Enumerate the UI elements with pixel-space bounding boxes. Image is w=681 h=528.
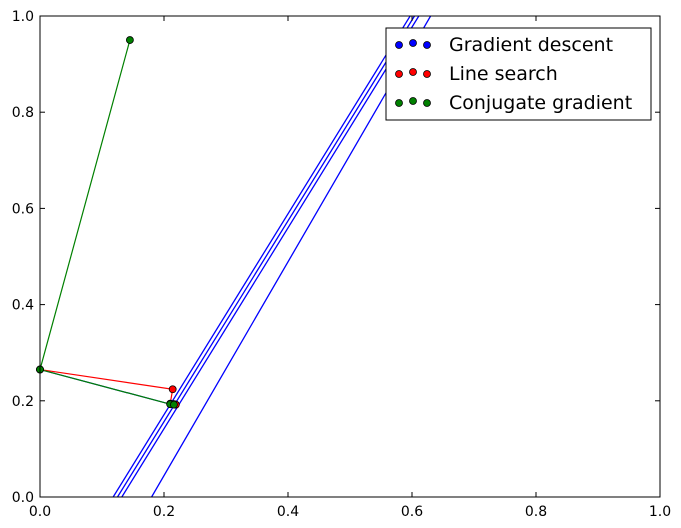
contour-lines — [112, 16, 432, 497]
y-tick-label: 0.0 — [12, 490, 34, 506]
plot-frame — [39, 15, 661, 498]
contour-line — [112, 16, 411, 497]
y-tick-label: 0.4 — [12, 298, 34, 314]
contour-line — [121, 16, 420, 497]
legend-marker — [423, 99, 431, 107]
data-point — [168, 385, 177, 394]
legend-marker — [409, 97, 417, 105]
y-tick-label: 1.0 — [12, 9, 34, 25]
legend-marker — [423, 70, 431, 78]
axis-ticks: 0.0 0.2 0.4 0.6 0.8 1.0 0.0 0.2 0.4 0.6 0.8 1.0 — [12, 9, 671, 520]
legend-label: Gradient descent — [449, 34, 613, 56]
x-tick-label: 0.2 — [153, 504, 175, 520]
legend-marker — [409, 68, 417, 76]
x-tick-label: 0.6 — [401, 504, 423, 520]
x-tick-label: 0.8 — [525, 504, 547, 520]
legend-label: Line search — [449, 63, 558, 85]
contour-line — [151, 16, 432, 497]
legend-marker — [395, 70, 403, 78]
legend-marker — [395, 41, 403, 49]
legend: Gradient descent Line search Conjugate gra… — [385, 27, 652, 121]
data-point — [125, 36, 134, 44]
x-tick-label: 0.4 — [277, 504, 299, 520]
contour-line — [116, 16, 416, 497]
legend-label: Conjugate gradient — [449, 92, 632, 114]
data-point — [170, 400, 178, 409]
y-tick-label: 0.6 — [12, 201, 34, 217]
y-tick-label: 0.8 — [12, 105, 34, 121]
legend-marker — [423, 41, 431, 49]
y-tick-label: 0.2 — [12, 394, 34, 410]
legend-marker — [395, 99, 403, 107]
legend-marker — [409, 39, 417, 47]
x-tick-label: 1.0 — [649, 504, 671, 520]
x-tick-label: 0.0 — [29, 504, 51, 520]
